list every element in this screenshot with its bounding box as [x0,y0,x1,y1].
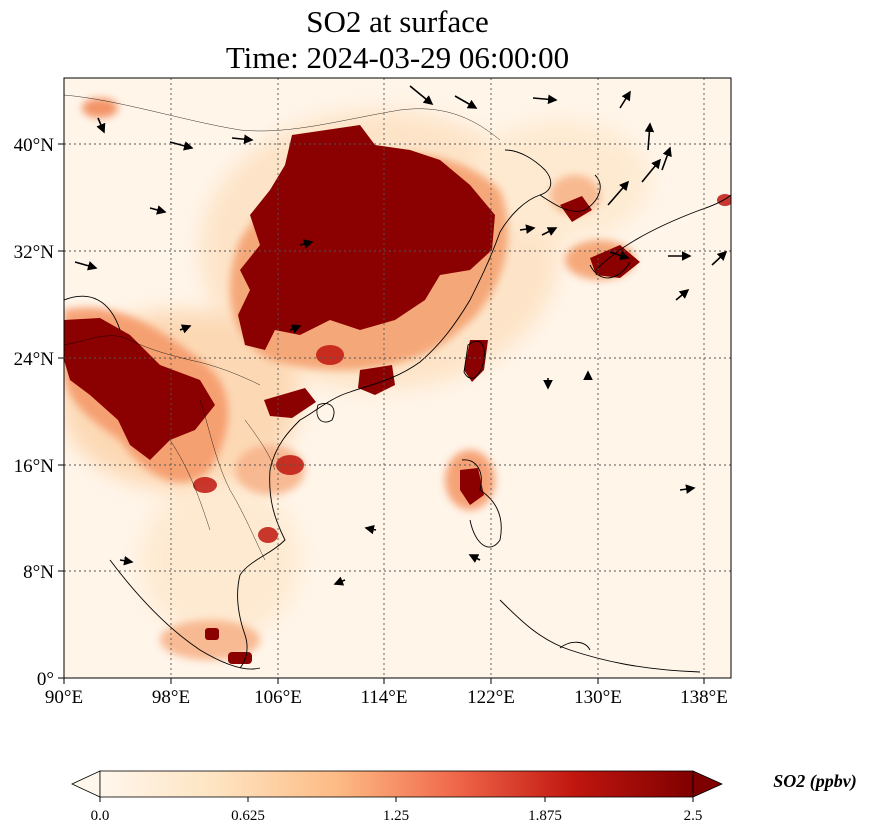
lat-tick-16n: 16°N [14,456,55,477]
wind-vectors [74,85,728,586]
lat-tick-8n: 8°N [23,562,54,583]
map-frame [63,77,732,679]
lon-tick-98e: 98°E [152,687,190,708]
lon-tick-130e: 130°E [574,687,622,708]
country-borders [64,94,501,561]
colorbar-tick-25: 2.5 [684,808,703,824]
colorbar-tick-0: 0.0 [91,808,110,824]
coastlines [64,149,731,673]
lat-tick-0: 0° [37,669,54,690]
colorbar-tick-0625: 0.625 [231,808,265,824]
gridlines [64,78,731,678]
lon-tick-106e: 106°E [254,687,302,708]
lon-tick-90e: 90°E [45,687,83,708]
lon-tick-114e: 114°E [361,687,408,708]
lon-tick-122e: 122°E [467,687,515,708]
lon-tick-138e: 138°E [680,687,728,708]
colorbar-tick-1875: 1.875 [528,808,562,824]
colorbar-label: SO2 (ppbv) [773,771,857,792]
colorbar-tick-125: 1.25 [383,808,409,824]
lat-tick-40n: 40°N [14,135,55,156]
map-title: SO2 at surface [306,4,489,39]
so2-field [64,78,731,678]
colorbar [71,770,723,802]
map-subtitle-time: Time: 2024-03-29 06:00:00 [225,40,570,75]
lat-tick-32n: 32°N [14,242,55,263]
lat-tick-24n: 24°N [14,349,55,370]
